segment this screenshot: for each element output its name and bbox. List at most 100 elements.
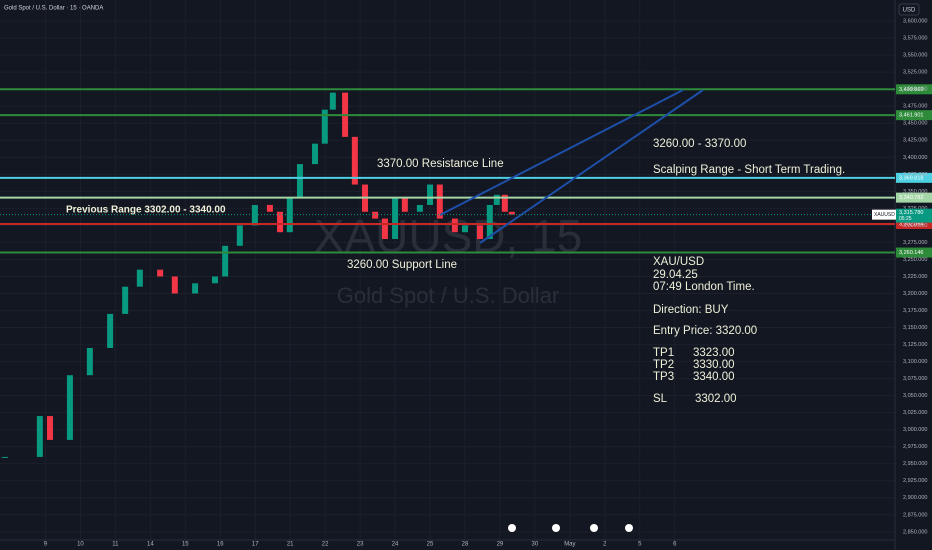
x-tick-label: 10 [77,542,84,548]
candle [277,211,284,233]
level-label: 3,340.782 [899,195,923,201]
level-tag [896,84,932,95]
event-icon[interactable] [625,524,633,532]
candle [427,184,434,205]
annotation: 3330.00 [693,359,735,371]
annotation: 3260.00 - 3370.00 [653,138,746,150]
y-tick-label: 3,250.000 [903,257,927,263]
x-tick-label: 11 [112,542,119,548]
candle [122,286,129,314]
y-tick-label: 3,125.000 [903,342,927,348]
x-tick-label: 25 [427,542,434,548]
x-tick-label: 30 [532,542,539,548]
last-price-tag [896,208,932,223]
y-tick-label: 2,875.000 [903,512,927,518]
annotation: Entry Price: 3320.00 [653,325,757,337]
annotation: 3323.00 [693,347,735,359]
watermark-name: Gold Spot / U.S. Dollar [337,283,560,308]
annotation: SL [653,393,668,405]
candle [251,204,258,226]
candle [436,184,443,219]
channel-line [439,89,684,216]
candle [501,194,508,212]
y-tick-label: 3,450.000 [903,121,927,127]
y-tick-label: 3,000.000 [903,427,927,433]
annotation: TP3 [653,371,674,383]
y-tick-label: 2,950.000 [903,461,927,467]
candle [381,218,388,240]
annotation: 3302.00 [695,393,737,405]
x-tick-label: 29 [497,542,504,548]
candle [66,375,73,440]
x-tick-label: 9 [44,542,48,548]
candle [286,198,293,233]
annotation: 3340.00 [693,371,735,383]
x-tick-label: 16 [217,542,224,548]
event-icon[interactable] [508,524,516,532]
y-tick-label: 3,150.000 [903,325,927,331]
watermark-symbol: XAUUSD, 15 [314,210,582,262]
level-label: 3,369.818 [899,175,923,181]
candle [192,283,199,294]
level-label: 3,499.860 [899,87,923,93]
y-tick-label: 3,475.000 [903,104,927,110]
currency-box [898,3,920,16]
candle [461,225,468,233]
y-tick-label: 3,400.000 [903,155,927,161]
y-tick-label: 3,025.000 [903,410,927,416]
candle [392,198,399,240]
level-label: 3,302.054 [899,221,923,227]
y-tick-label: 3,500.000 [903,87,927,93]
annotation: TP2 [653,359,674,371]
last-price-time: 05:25 [899,216,912,222]
y-tick-label: 3,575.000 [903,36,927,42]
annotation: 07:49 London Time. [653,281,755,293]
x-tick-label: 6 [673,542,677,548]
x-tick-label: May [564,542,575,548]
y-tick-label: 3,525.000 [903,70,927,76]
level-tag [896,218,932,229]
candle [107,313,114,348]
event-icon[interactable] [590,524,598,532]
candle [311,143,318,165]
candle [321,109,328,144]
channel-line [479,89,704,244]
y-tick-label: 3,050.000 [903,393,927,399]
y-tick-label: 3,425.000 [903,138,927,144]
y-tick-label: 3,200.000 [903,291,927,297]
candle [486,204,493,240]
event-icon[interactable] [552,524,560,532]
level-tag [896,110,932,121]
y-tick-label: 2,925.000 [903,478,927,484]
y-tick-label: 3,175.000 [903,308,927,314]
annotation: XAU/USD [653,256,704,268]
candle [236,225,243,246]
level-label: 3,461.901 [899,113,923,119]
candle [351,136,358,185]
currency: USD [903,8,916,14]
y-tick-label: 3,600.000 [903,19,927,25]
candle [266,204,273,212]
y-tick-label: 3,075.000 [903,376,927,382]
y-tick-label: 3,100.000 [903,359,927,365]
candle [416,204,423,212]
last-price-label: 3,315.780 [899,210,923,216]
candle [171,276,178,294]
symbol-label: XAUUSD [874,212,895,218]
level-tag [896,172,932,183]
candle [296,164,303,199]
annotation: TP1 [653,347,674,359]
candle [86,347,93,376]
candle [401,198,408,212]
candle [222,245,229,277]
x-tick-label: 5 [638,542,642,548]
symbol-tag [872,209,896,220]
candle [477,225,484,240]
candle [157,269,164,277]
x-tick-label: 14 [147,542,154,548]
y-tick-label: 3,225.000 [903,274,927,280]
level-tag [896,192,932,203]
x-tick-label: 22 [322,542,329,548]
